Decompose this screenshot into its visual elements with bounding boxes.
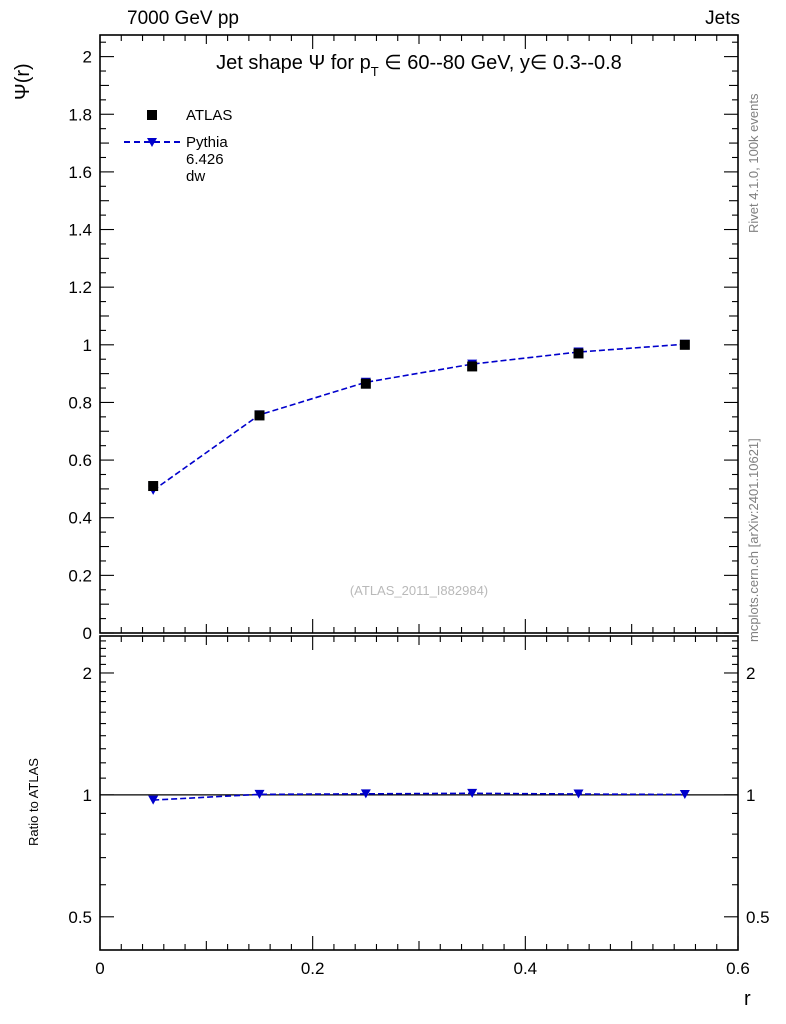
y-tick-label-main: 1.4: [68, 221, 92, 240]
y-tick-label-main: 1: [83, 336, 92, 355]
atlas-point: [148, 481, 159, 492]
atlas-point: [679, 339, 690, 350]
plot-title-sub: T: [370, 64, 379, 79]
tick-labels: 0 0.2 0.4 0.6 0.8 1 1.2 1.4 1.6 1.8 2 0.5 0.5 1 1 2 2 0 0.…: [68, 48, 769, 978]
pythia-point-ratio: [360, 789, 371, 799]
y-tick-label-ratio-right: 0.5: [746, 908, 770, 927]
x-tick-label: 0.6: [726, 959, 750, 978]
main-panel-frame: [99, 34, 739, 634]
y-tick-label-ratio-right: 1: [746, 786, 755, 805]
y-tick-label-ratio-right: 2: [746, 664, 755, 683]
x-tick-label: 0: [95, 959, 104, 978]
x-axis-label: r: [744, 988, 751, 1010]
pythia-curve-main: [152, 343, 685, 491]
y-tick-label-main: 2: [83, 48, 92, 67]
y-tick-label-ratio-left: 2: [83, 664, 92, 683]
mcplots-arxiv-note: mcplots.cern.ch [arXiv:2401.10621]: [746, 438, 761, 642]
atlas-point: [573, 348, 584, 359]
pythia-point-ratio: [573, 789, 584, 799]
atlas-point: [467, 361, 478, 372]
plot-title-pre: Jet shape Ψ for p: [216, 52, 371, 74]
analysis-id-watermark: (ATLAS_2011_I882984): [349, 583, 489, 598]
y-tick-label-main: 0.4: [68, 509, 92, 528]
pythia-point-ratio: [679, 790, 690, 800]
y-tick-label-main: 1.2: [68, 278, 92, 297]
y-tick-label-main: 0.8: [68, 393, 92, 412]
atlas-point: [360, 378, 371, 389]
y-tick-label-main: 1.6: [68, 163, 92, 182]
y-tick-label-ratio-left: 0.5: [68, 908, 92, 927]
y-axis-label-ratio: Ratio to ATLAS: [26, 758, 41, 846]
atlas-square-marker-icon: [147, 110, 157, 120]
legend-label-atlas: ATLAS: [186, 107, 233, 124]
y-tick-label-main: 1.8: [68, 105, 92, 124]
pythia-point-ratio: [254, 789, 265, 799]
plot-title: Jet shape Ψ for pT ∈ 60--80 GeV, y∈ 0.3-…: [100, 50, 738, 79]
rivet-version-note: Rivet 4.1.0, 100k events: [746, 93, 761, 233]
pythia-triangle-marker-icon: [147, 138, 157, 147]
y-axis-label-main: Ψ(r): [12, 63, 34, 100]
pythia-point-ratio: [148, 795, 159, 805]
legend-label-pythia: Pythia 6.426 dw: [186, 134, 228, 185]
y-tick-label-main: 0: [83, 624, 92, 643]
y-tick-label-ratio-left: 1: [83, 786, 92, 805]
x-tick-label: 0.4: [514, 959, 538, 978]
plot-title-post: ∈ 60--80 GeV, y∈ 0.3--0.8: [378, 52, 622, 74]
y-tick-label-main: 0.2: [68, 566, 92, 585]
y-tick-label-main: 0.6: [68, 451, 92, 470]
pythia-curve-ratio: [153, 792, 685, 801]
atlas-point: [254, 410, 265, 421]
x-tick-label: 0.2: [301, 959, 325, 978]
ratio-panel-frame: [99, 635, 739, 951]
pythia-point-ratio: [467, 788, 478, 798]
analysis-group-label: Jets: [705, 8, 740, 29]
beam-label: 7000 GeV pp: [127, 8, 239, 29]
